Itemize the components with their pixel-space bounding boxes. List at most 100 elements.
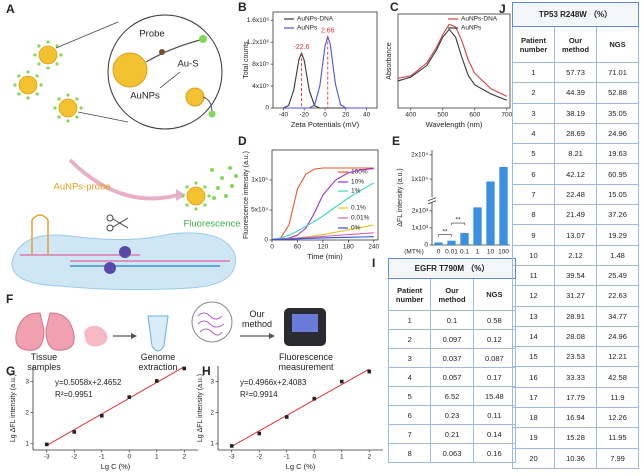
series-line <box>283 51 367 109</box>
table-cell: 0.057 <box>430 367 474 387</box>
table-cell: 37.26 <box>596 204 639 226</box>
table-cell: 11 <box>512 264 555 287</box>
y-tick-label: 4x10⁵ <box>252 83 269 90</box>
significance-bracket <box>438 234 452 237</box>
equation: y=0.4966x+2.4083 <box>240 378 307 387</box>
panel-label: A <box>6 2 15 16</box>
workflow-label: Tissue samples <box>27 352 61 372</box>
table-cell: 42.58 <box>596 366 639 388</box>
panel-label: C <box>390 0 399 14</box>
workflow-f <box>15 301 326 352</box>
table-cell: 5 <box>512 143 555 165</box>
panel-label: G <box>6 364 15 378</box>
table-cell: 10 <box>512 244 555 266</box>
table-cell: 7 <box>512 183 555 206</box>
table-cell: 16.94 <box>554 407 597 429</box>
x-tick-label: 0 <box>437 249 441 256</box>
y-tick-label: 3 <box>210 378 214 385</box>
table-row: 16 33.33 42.58 <box>512 366 639 388</box>
table-cell: 6.52 <box>430 386 474 406</box>
y-tick-label: 2 <box>25 409 29 416</box>
header-row: Patient number Our method NGS <box>387 278 517 311</box>
point <box>99 413 104 418</box>
table-title: EGFR T790M （%） <box>388 258 516 279</box>
table-cell: 15.05 <box>596 183 639 206</box>
legend-label: 0.1% <box>351 205 366 212</box>
panel-label: F <box>6 292 13 306</box>
legend-label: 0.01% <box>351 215 370 222</box>
probe-strand <box>145 39 201 63</box>
column-header: Our method <box>554 26 597 63</box>
table-row: 14 28.08 24.96 <box>512 325 639 348</box>
table-cell: 0.14 <box>472 424 517 444</box>
schematic-a: AuNPs-probe Fluorescence Probe AuNPs Au-… <box>11 14 241 291</box>
column-header: Patient number <box>512 26 555 63</box>
table-cell: 20 <box>512 447 555 469</box>
table-cell: 21.49 <box>554 204 597 226</box>
table-cell: 8 <box>512 204 555 226</box>
x-tick-label: 120 <box>317 244 328 251</box>
table-row: 15 23.53 12.21 <box>512 346 639 368</box>
nanoparticle <box>180 180 212 212</box>
y-tick-label: 0 <box>424 242 428 249</box>
x-tick-label: 600 <box>469 112 480 119</box>
bar <box>434 242 443 245</box>
x-tick-label: 2 <box>367 454 371 461</box>
y-tick-label: 5x10⁴ <box>251 207 268 214</box>
table-cell: 0.11 <box>472 405 517 425</box>
table-cell: 23.53 <box>554 346 597 368</box>
tissue <box>84 325 108 347</box>
panel-label: H <box>202 364 211 378</box>
probe-strand <box>202 96 213 113</box>
nanoparticle <box>12 69 44 101</box>
x-axis-label: Lg C (%) <box>101 462 131 471</box>
table-cell: 39.54 <box>554 264 597 287</box>
annotation-label: 2.66 <box>321 28 335 35</box>
y-tick-label: 1x10⁵ <box>251 177 268 184</box>
zoom-line <box>77 111 129 123</box>
x-tick-label: 1 <box>155 454 159 461</box>
table-cell: 0.097 <box>430 329 474 349</box>
table-cell: 1 <box>512 61 555 84</box>
table-cell: 8 <box>387 443 432 463</box>
x-axis-label: (MT%) <box>404 249 424 256</box>
point <box>182 366 187 371</box>
title-row: EGFR T790M （%） <box>388 258 516 279</box>
y-axis-label: Fluorescence intensity (a.u.) <box>243 151 250 239</box>
table-cell: 16 <box>512 366 555 388</box>
legend-label: AuNPs <box>297 25 318 32</box>
table-cell: 0.087 <box>472 348 517 368</box>
x-tick-label: -1 <box>99 454 105 461</box>
header-row: Patient number Our method NGS <box>512 26 639 63</box>
table-row: 4 28.69 24.96 <box>512 122 639 145</box>
table-cell: 24.96 <box>596 325 639 348</box>
table-cell: 15.28 <box>554 427 597 449</box>
plot-frame <box>272 11 378 109</box>
x-tick-label: 2 <box>182 454 186 461</box>
x-tick-label: -40 <box>279 112 289 119</box>
table-cell: 14 <box>512 325 555 348</box>
table-cell: 6 <box>387 405 432 425</box>
point <box>284 415 289 419</box>
arrow-head <box>269 333 275 339</box>
table-cell: 33.33 <box>554 366 597 388</box>
fit-line <box>46 366 185 446</box>
table-cell: 0.17 <box>472 367 517 387</box>
table-cell: 19.29 <box>596 224 639 246</box>
r-squared: R²=0.9951 <box>55 390 93 399</box>
x-tick-label: 20 <box>342 112 350 119</box>
panel-label: J <box>499 2 506 16</box>
significance-label: ** <box>442 228 448 235</box>
significance-bracket <box>451 222 465 226</box>
table-cell: 17 <box>512 386 555 409</box>
column-header: Patient number <box>387 278 432 311</box>
table-cell: 28.91 <box>554 305 597 327</box>
table-cell: 10.36 <box>554 447 597 469</box>
label: Au-S <box>177 59 198 70</box>
x-axis-label: Zeta Potentials (mV) <box>291 120 360 129</box>
table-row: 5 8.21 19.63 <box>512 143 639 165</box>
column-header: Our method <box>430 278 474 311</box>
table-cell: 57.73 <box>554 61 597 84</box>
x-tick-label: 500 <box>437 112 448 119</box>
